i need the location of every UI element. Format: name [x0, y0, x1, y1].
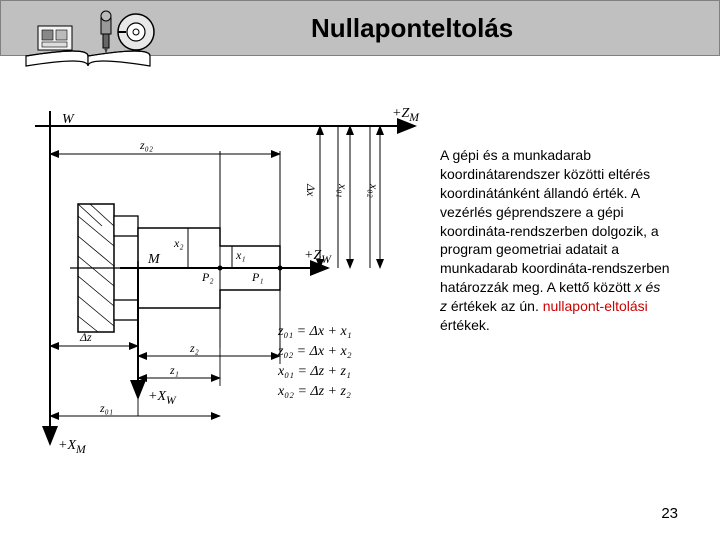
body-paragraph: A gépi és a munkadarab koordinátarendsze…: [440, 96, 670, 466]
label-XM: +XM: [58, 438, 86, 456]
label-z02: z₀₂: [140, 138, 153, 153]
label-XW: +XW: [148, 389, 176, 407]
label-dx: Δx: [303, 184, 318, 196]
label-z2: z₂: [190, 341, 199, 356]
label-dz: Δz: [80, 330, 92, 345]
label-x02: x₀₂: [366, 184, 381, 198]
label-ZM: +ZM: [392, 106, 419, 124]
eq3: x₀₁ = Δz + z₁: [278, 364, 351, 380]
label-P2: P₂: [202, 270, 214, 285]
body-mid: értékek az ún.: [447, 298, 543, 314]
body-pre: A gépi és a munkadarab koordinátarendsze…: [440, 147, 670, 295]
coordinate-diagram: W +ZM +ZW M +XW +XM z₀₂ Δx x₀₁ x₀₂ P₁ P₂…: [20, 96, 440, 466]
label-x2: x₂: [174, 236, 184, 251]
page-number: 23: [661, 505, 678, 522]
label-x01: x₀₁: [335, 184, 350, 198]
logo: [18, 8, 168, 70]
label-x1: x₁: [236, 248, 246, 263]
content-row: W +ZM +ZW M +XW +XM z₀₂ Δx x₀₁ x₀₂ P₁ P₂…: [0, 56, 720, 466]
label-z1: z₁: [170, 363, 179, 378]
page-title: Nullaponteltolás: [311, 13, 513, 44]
eq2: z₀₂ = Δx + x₂: [278, 344, 352, 360]
label-P1: P₁: [252, 270, 264, 285]
eq1: z₀₁ = Δx + x₁: [278, 324, 352, 340]
eq4: x₀₂ = Δz + z₂: [278, 384, 351, 400]
body-red: nullapont-eltolási: [543, 298, 648, 314]
body-post: értékek.: [440, 317, 490, 333]
label-ZW: +ZW: [304, 248, 331, 266]
label-M: M: [148, 252, 160, 268]
label-W: W: [62, 112, 74, 128]
label-z01: z₀₁: [100, 401, 113, 416]
